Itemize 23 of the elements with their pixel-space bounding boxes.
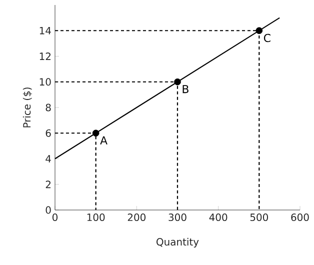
y-axis-title: Price ($) — [22, 88, 32, 128]
x-tick-label: 300 — [168, 214, 186, 222]
x-tick-label: 200 — [128, 214, 146, 222]
annotation: A — [100, 136, 108, 144]
x-axis-title: Quantity — [156, 238, 199, 248]
y-tick-label: 6 — [46, 129, 51, 137]
x-tick-label: 500 — [250, 214, 268, 222]
x-tick-label: 100 — [87, 214, 105, 222]
point — [92, 130, 100, 137]
annotation: B — [182, 85, 188, 94]
y-tick-label: 0 — [46, 206, 51, 214]
y-tick-label: 10 — [40, 78, 51, 86]
y-tick-label: 4 — [46, 155, 51, 162]
point — [256, 27, 263, 34]
x-tick-label: 0 — [52, 214, 58, 222]
x-tick-label: 400 — [209, 214, 228, 222]
y-tick-label: 2 — [46, 180, 50, 188]
y-tick-label: 14 — [40, 26, 51, 34]
x-tick-label: 600 — [291, 214, 309, 222]
annotation: C — [264, 34, 270, 42]
y-tick-label: 8 — [46, 104, 51, 112]
y-tick-label: 12 — [40, 52, 50, 60]
point — [174, 78, 181, 86]
